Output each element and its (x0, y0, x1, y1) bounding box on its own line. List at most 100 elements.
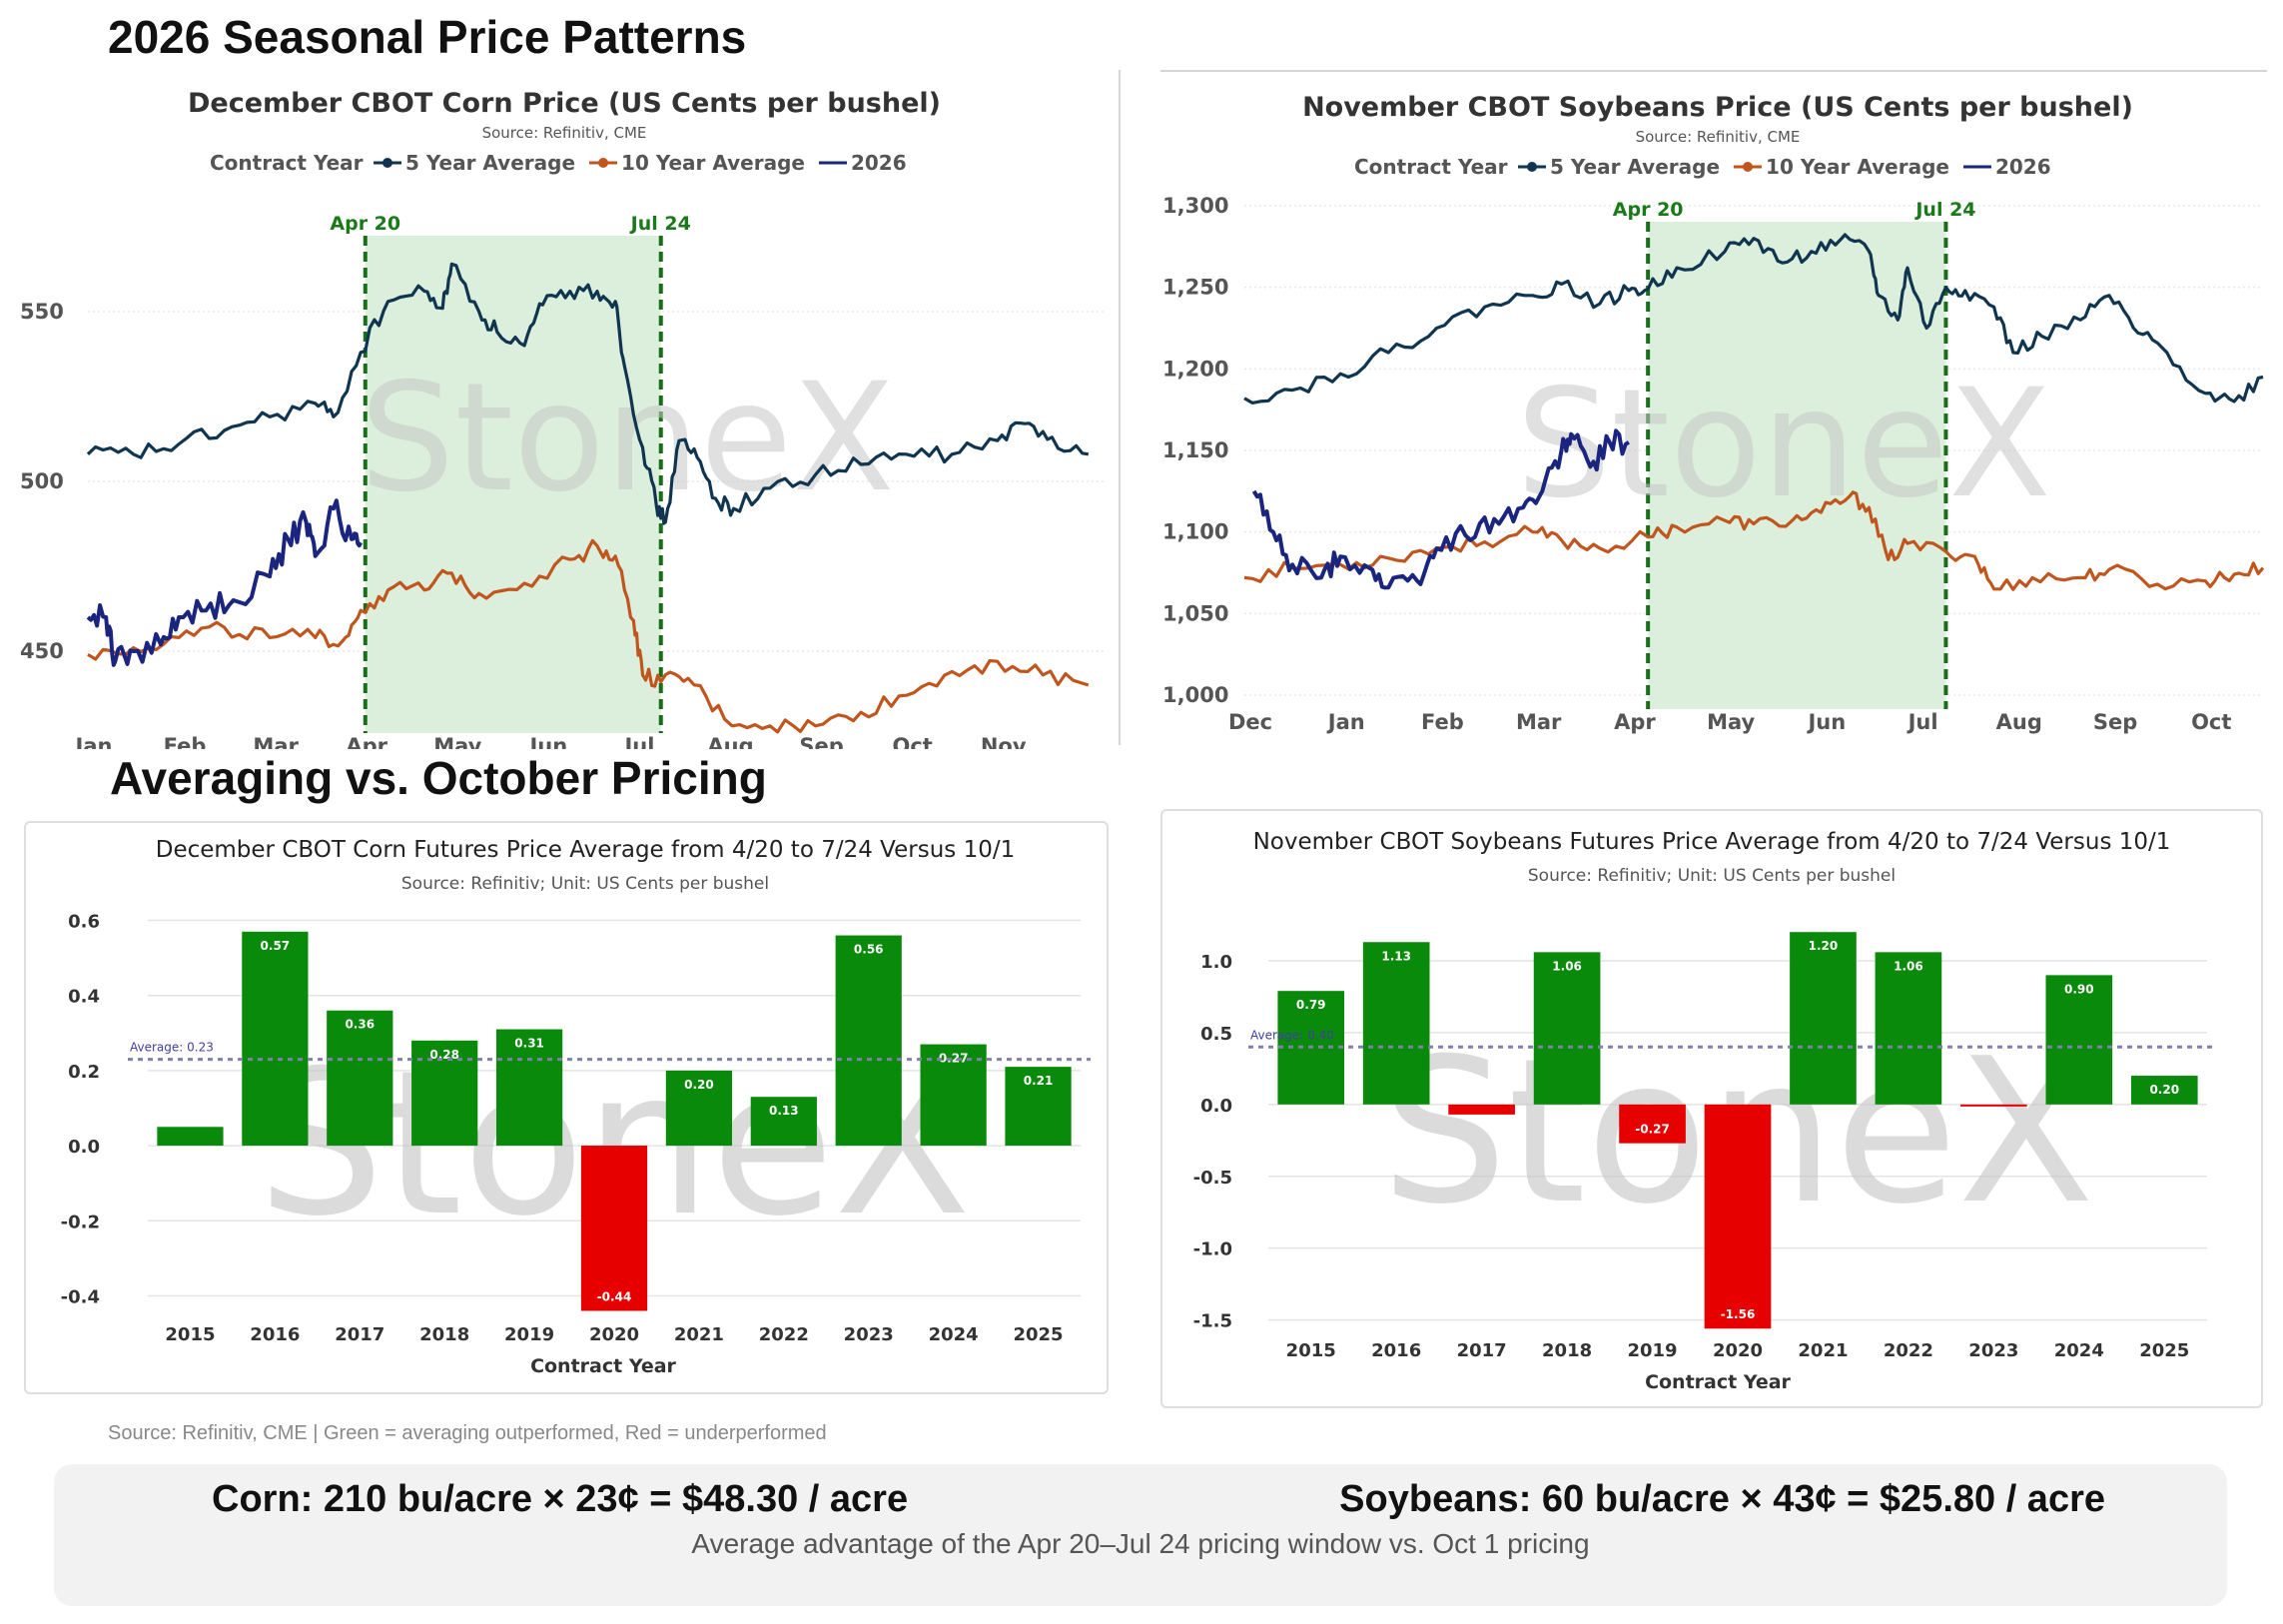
y-tick-label: -1.5 (1193, 1311, 1232, 1332)
corn-bar-chart: December CBOT Corn Futures Price Average… (61, 837, 1091, 1377)
chart-title: December CBOT Corn Price (US Cents per b… (188, 88, 941, 119)
x-tick-label: 2025 (1013, 1324, 1063, 1345)
bar-2021 (665, 1070, 733, 1147)
x-tick-label: 2024 (929, 1324, 979, 1345)
bar-2020 (580, 1146, 648, 1311)
bar-2024 (920, 1044, 987, 1147)
bar-2021 (1790, 932, 1857, 1105)
legend-marker-five_year (382, 158, 392, 168)
bar-2016 (242, 931, 309, 1147)
bar-value-label: 0.56 (854, 943, 884, 957)
x-axis-title: Contract Year (1645, 1371, 1791, 1393)
series-line-ten_year (87, 538, 1090, 734)
x-tick-label: 2018 (1542, 1340, 1592, 1361)
corn-line-chart: December CBOT Corn Price (US Cents per b… (20, 88, 1107, 758)
summary-box: Corn: 210 bu/acre × 23¢ = $48.30 / acre … (54, 1464, 2227, 1606)
bar-value-label: 0.57 (261, 939, 291, 953)
y-tick-label: 1,000 (1162, 683, 1228, 707)
bar-value-label: 1.06 (1552, 959, 1582, 973)
pricing-window-shade (1648, 222, 1946, 709)
x-tick-label: Dec (1228, 710, 1272, 734)
vertical-divider (1119, 70, 1121, 745)
corn-bar-chart-panel: December CBOT Corn Futures Price Average… (24, 821, 1109, 1394)
x-tick-label: 2023 (1968, 1340, 2018, 1361)
x-tick-label: Jun (1806, 710, 1846, 734)
chart-source: Source: Refinitiv; Unit: US Cents per bu… (401, 874, 769, 894)
x-tick-label: Sep (799, 734, 843, 749)
x-tick-label: Feb (1421, 710, 1464, 734)
y-tick-label: 0.2 (68, 1062, 100, 1083)
x-tick-label: 2018 (419, 1324, 469, 1345)
x-tick-label: 2016 (1371, 1340, 1421, 1361)
x-tick-label: Jun (527, 734, 567, 749)
bar-value-label: 1.13 (1381, 949, 1411, 963)
y-tick-label: 0.4 (68, 987, 100, 1008)
chart-title: November CBOT Soybeans Price (US Cents p… (1302, 92, 2133, 123)
y-tick-label: 500 (20, 469, 64, 493)
watermark: StoneX (1516, 358, 2051, 531)
y-tick-label: 1,300 (1162, 194, 1228, 218)
legend-label-ten_year: 10 Year Average (1766, 155, 1949, 179)
bar-value-label: 0.13 (769, 1104, 799, 1118)
y-tick-label: -0.4 (61, 1286, 100, 1307)
y-tick-label: 1,100 (1162, 520, 1228, 544)
y-tick-label: 450 (20, 639, 64, 663)
y-tick-label: 1,150 (1162, 438, 1228, 462)
soy-line-chart: November CBOT Soybeans Price (US Cents p… (1162, 92, 2265, 734)
legend-marker-five_year (1527, 162, 1537, 172)
window-end-label: Jul 24 (629, 213, 691, 235)
averaging-section-title: Averaging vs. October Pricing (110, 752, 767, 804)
bar-2015 (157, 1127, 224, 1147)
bar-value-label: 0.27 (939, 1052, 969, 1066)
bar-2018 (411, 1040, 478, 1147)
x-tick-label: 2019 (504, 1324, 554, 1345)
y-tick-label: -1.0 (1193, 1239, 1232, 1260)
x-tick-label: 2019 (1627, 1340, 1677, 1361)
chart-source: Source: Refinitiv, CME (1636, 128, 1801, 146)
bar-2019 (1619, 1104, 1686, 1144)
legend-label-five_year: 5 Year Average (1550, 155, 1720, 179)
footer-source-note: Source: Refinitiv, CME | Green = averagi… (108, 1422, 827, 1444)
legend-label-ten_year: 10 Year Average (621, 151, 805, 175)
x-tick-label: 2022 (759, 1324, 809, 1345)
bar-2018 (1533, 952, 1601, 1105)
x-tick-label: Nov (981, 734, 1027, 749)
x-tick-label: 2023 (844, 1324, 894, 1345)
x-tick-label: 2020 (589, 1324, 639, 1345)
chart-source: Source: Refinitiv, CME (482, 124, 647, 142)
x-tick-label: Aug (1996, 710, 2042, 734)
legend-label-five_year: 5 Year Average (405, 151, 575, 175)
bar-value-label: 0.90 (2064, 982, 2094, 996)
series-line-five_year (1243, 233, 2264, 405)
bar-value-label: 0.20 (684, 1078, 714, 1092)
x-tick-label: 2015 (165, 1324, 215, 1345)
x-tick-label: 2021 (674, 1324, 724, 1345)
x-tick-label: 2016 (250, 1324, 300, 1345)
bar-2017 (327, 1010, 393, 1147)
y-tick-label: 550 (20, 300, 64, 324)
y-tick-label: 0.6 (68, 912, 100, 933)
corn-calculation: Corn: 210 bu/acre × 23¢ = $48.30 / acre (212, 1478, 909, 1520)
x-tick-label: 2024 (2054, 1340, 2104, 1361)
x-tick-label: 2015 (1286, 1340, 1336, 1361)
bar-2025 (1005, 1067, 1072, 1147)
bar-value-label: -1.56 (1721, 1307, 1756, 1321)
soy-bar-chart-panel: November CBOT Soybeans Futures Price Ave… (1160, 809, 2263, 1408)
x-tick-label: Mar (1516, 710, 1562, 734)
x-tick-label: May (1707, 710, 1755, 734)
soy-bar-chart: November CBOT Soybeans Futures Price Ave… (1193, 829, 2217, 1393)
x-tick-label: Jan (74, 734, 113, 749)
window-end-label: Jul 24 (1913, 199, 1975, 221)
legend-title: Contract Year (1354, 155, 1508, 179)
y-tick-label: -0.2 (61, 1212, 100, 1232)
x-tick-label: 2017 (335, 1324, 384, 1345)
legend-marker-ten_year (598, 158, 609, 168)
bar-2025 (2130, 1076, 2198, 1105)
x-tick-label: 2021 (1798, 1340, 1848, 1361)
y-tick-label: 1,250 (1162, 276, 1228, 300)
bar-2022 (750, 1097, 817, 1147)
y-tick-label: 0.0 (68, 1137, 100, 1158)
chart-title: November CBOT Soybeans Futures Price Ave… (1253, 829, 2171, 855)
bar-value-label: 0.21 (1024, 1074, 1054, 1088)
y-tick-label: -0.5 (1193, 1168, 1232, 1189)
